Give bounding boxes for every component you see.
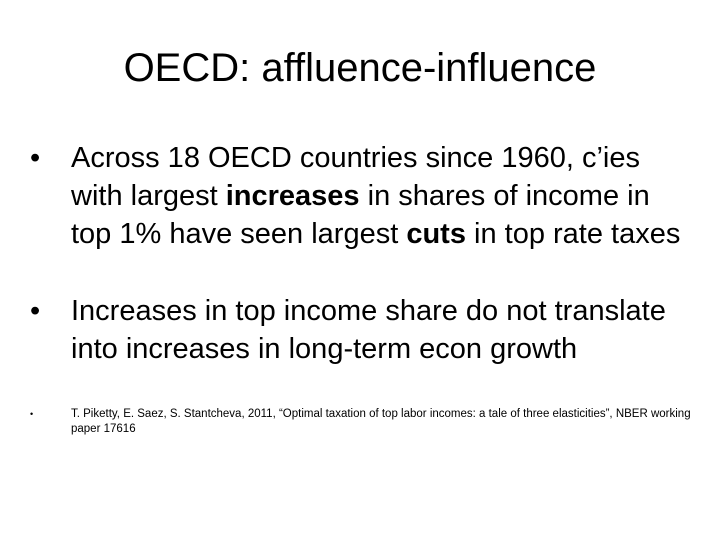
bullet-bold-cuts: cuts	[406, 218, 466, 250]
bullet-text: Increases in top income share do not tra…	[71, 295, 666, 365]
citation-text: T. Piketty, E. Saez, S. Stantcheva, 2011…	[71, 408, 691, 435]
bullet-item-citation: • T. Piketty, E. Saez, S. Stantcheva, 20…	[30, 407, 694, 437]
bullet-marker: •	[30, 142, 41, 174]
bullet-text-part: in top rate taxes	[465, 218, 681, 250]
bullet-text-part: in shares of income in top 1% have seen …	[71, 180, 650, 250]
bullet-item: • Across 18 OECD countries since 1960, c…	[30, 139, 694, 253]
bullet-bold-increases: increases	[225, 180, 360, 212]
bullet-text: Across 18 OECD countries since 1960, c’i…	[71, 139, 694, 253]
bullet-text-part: Across 18 OECD countries since 1960, c’i…	[71, 142, 640, 212]
bullet-marker: •	[30, 295, 41, 327]
bullet-marker: •	[30, 409, 34, 419]
bullet-item: • Increases in top income share do not t…	[30, 292, 694, 368]
slide-title: OECD: affluence-influence	[123, 46, 597, 90]
